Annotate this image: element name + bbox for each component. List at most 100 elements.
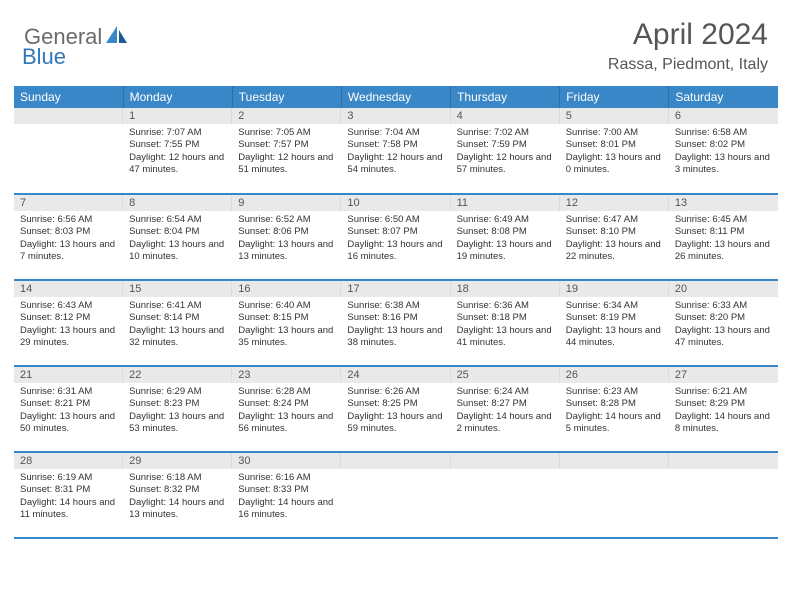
calendar-cell: 20Sunrise: 6:33 AMSunset: 8:20 PMDayligh… xyxy=(669,280,778,366)
day-header: Saturday xyxy=(669,86,778,108)
day-details: Sunrise: 6:38 AMSunset: 8:16 PMDaylight:… xyxy=(341,297,450,353)
day-number: 9 xyxy=(232,195,341,211)
day-header: Wednesday xyxy=(341,86,450,108)
day-number: 8 xyxy=(123,195,232,211)
calendar-cell: 6Sunrise: 6:58 AMSunset: 8:02 PMDaylight… xyxy=(669,108,778,194)
calendar-cell: 23Sunrise: 6:28 AMSunset: 8:24 PMDayligh… xyxy=(232,366,341,452)
day-details: Sunrise: 6:47 AMSunset: 8:10 PMDaylight:… xyxy=(560,211,669,267)
calendar-cell xyxy=(451,452,560,538)
day-details: Sunrise: 6:21 AMSunset: 8:29 PMDaylight:… xyxy=(669,383,778,439)
day-details: Sunrise: 6:18 AMSunset: 8:32 PMDaylight:… xyxy=(123,469,232,525)
calendar-body: 1Sunrise: 7:07 AMSunset: 7:55 PMDaylight… xyxy=(14,108,778,538)
calendar-cell: 19Sunrise: 6:34 AMSunset: 8:19 PMDayligh… xyxy=(560,280,669,366)
day-details: Sunrise: 6:43 AMSunset: 8:12 PMDaylight:… xyxy=(14,297,123,353)
calendar-cell: 24Sunrise: 6:26 AMSunset: 8:25 PMDayligh… xyxy=(341,366,450,452)
calendar-week: 1Sunrise: 7:07 AMSunset: 7:55 PMDaylight… xyxy=(14,108,778,194)
calendar-cell xyxy=(560,452,669,538)
calendar-cell: 27Sunrise: 6:21 AMSunset: 8:29 PMDayligh… xyxy=(669,366,778,452)
day-number xyxy=(14,108,123,124)
day-details xyxy=(341,469,450,519)
day-number: 7 xyxy=(14,195,123,211)
calendar-cell: 4Sunrise: 7:02 AMSunset: 7:59 PMDaylight… xyxy=(451,108,560,194)
day-details: Sunrise: 6:54 AMSunset: 8:04 PMDaylight:… xyxy=(123,211,232,267)
day-number: 20 xyxy=(669,281,778,297)
calendar-head: SundayMondayTuesdayWednesdayThursdayFrid… xyxy=(14,86,778,108)
day-details: Sunrise: 6:31 AMSunset: 8:21 PMDaylight:… xyxy=(14,383,123,439)
calendar-week: 14Sunrise: 6:43 AMSunset: 8:12 PMDayligh… xyxy=(14,280,778,366)
day-number: 6 xyxy=(669,108,778,124)
day-number: 12 xyxy=(560,195,669,211)
day-details: Sunrise: 7:02 AMSunset: 7:59 PMDaylight:… xyxy=(451,124,560,180)
day-number: 22 xyxy=(123,367,232,383)
logo-sub: Blue xyxy=(24,44,66,70)
logo-sail-icon xyxy=(106,26,128,49)
calendar-cell: 17Sunrise: 6:38 AMSunset: 8:16 PMDayligh… xyxy=(341,280,450,366)
title-block: April 2024 Rassa, Piedmont, Italy xyxy=(608,18,768,74)
logo-text-blue: Blue xyxy=(22,44,66,69)
day-header: Thursday xyxy=(451,86,560,108)
day-number: 2 xyxy=(232,108,341,124)
day-header: Sunday xyxy=(14,86,123,108)
calendar-cell: 15Sunrise: 6:41 AMSunset: 8:14 PMDayligh… xyxy=(123,280,232,366)
day-details: Sunrise: 7:00 AMSunset: 8:01 PMDaylight:… xyxy=(560,124,669,180)
day-number xyxy=(341,453,450,469)
calendar-cell: 2Sunrise: 7:05 AMSunset: 7:57 PMDaylight… xyxy=(232,108,341,194)
calendar-cell: 11Sunrise: 6:49 AMSunset: 8:08 PMDayligh… xyxy=(451,194,560,280)
day-details: Sunrise: 7:07 AMSunset: 7:55 PMDaylight:… xyxy=(123,124,232,180)
calendar-cell: 21Sunrise: 6:31 AMSunset: 8:21 PMDayligh… xyxy=(14,366,123,452)
calendar-week: 7Sunrise: 6:56 AMSunset: 8:03 PMDaylight… xyxy=(14,194,778,280)
calendar-cell: 10Sunrise: 6:50 AMSunset: 8:07 PMDayligh… xyxy=(341,194,450,280)
calendar-cell: 9Sunrise: 6:52 AMSunset: 8:06 PMDaylight… xyxy=(232,194,341,280)
day-number: 4 xyxy=(451,108,560,124)
calendar-cell: 26Sunrise: 6:23 AMSunset: 8:28 PMDayligh… xyxy=(560,366,669,452)
day-number: 3 xyxy=(341,108,450,124)
day-number: 25 xyxy=(451,367,560,383)
day-number: 27 xyxy=(669,367,778,383)
calendar-cell: 22Sunrise: 6:29 AMSunset: 8:23 PMDayligh… xyxy=(123,366,232,452)
day-details: Sunrise: 6:49 AMSunset: 8:08 PMDaylight:… xyxy=(451,211,560,267)
calendar-cell xyxy=(341,452,450,538)
calendar-cell: 7Sunrise: 6:56 AMSunset: 8:03 PMDaylight… xyxy=(14,194,123,280)
day-details: Sunrise: 6:24 AMSunset: 8:27 PMDaylight:… xyxy=(451,383,560,439)
day-number: 26 xyxy=(560,367,669,383)
day-details xyxy=(669,469,778,519)
day-number: 30 xyxy=(232,453,341,469)
calendar-cell: 12Sunrise: 6:47 AMSunset: 8:10 PMDayligh… xyxy=(560,194,669,280)
day-number: 17 xyxy=(341,281,450,297)
header: General April 2024 Rassa, Piedmont, Ital… xyxy=(0,0,792,82)
day-details xyxy=(451,469,560,519)
day-details: Sunrise: 7:05 AMSunset: 7:57 PMDaylight:… xyxy=(232,124,341,180)
day-number: 15 xyxy=(123,281,232,297)
month-title: April 2024 xyxy=(608,18,768,52)
day-details: Sunrise: 7:04 AMSunset: 7:58 PMDaylight:… xyxy=(341,124,450,180)
day-details: Sunrise: 6:19 AMSunset: 8:31 PMDaylight:… xyxy=(14,469,123,525)
calendar-cell xyxy=(14,108,123,194)
day-details xyxy=(14,124,123,174)
day-number: 23 xyxy=(232,367,341,383)
day-number: 11 xyxy=(451,195,560,211)
day-number: 18 xyxy=(451,281,560,297)
day-number: 16 xyxy=(232,281,341,297)
day-details: Sunrise: 6:28 AMSunset: 8:24 PMDaylight:… xyxy=(232,383,341,439)
calendar-table: SundayMondayTuesdayWednesdayThursdayFrid… xyxy=(14,86,778,539)
day-details: Sunrise: 6:29 AMSunset: 8:23 PMDaylight:… xyxy=(123,383,232,439)
day-details: Sunrise: 6:40 AMSunset: 8:15 PMDaylight:… xyxy=(232,297,341,353)
calendar-cell: 18Sunrise: 6:36 AMSunset: 8:18 PMDayligh… xyxy=(451,280,560,366)
day-details: Sunrise: 6:58 AMSunset: 8:02 PMDaylight:… xyxy=(669,124,778,180)
calendar-cell: 28Sunrise: 6:19 AMSunset: 8:31 PMDayligh… xyxy=(14,452,123,538)
day-details: Sunrise: 6:34 AMSunset: 8:19 PMDaylight:… xyxy=(560,297,669,353)
calendar-cell: 1Sunrise: 7:07 AMSunset: 7:55 PMDaylight… xyxy=(123,108,232,194)
day-number: 29 xyxy=(123,453,232,469)
day-details: Sunrise: 6:33 AMSunset: 8:20 PMDaylight:… xyxy=(669,297,778,353)
day-number: 14 xyxy=(14,281,123,297)
day-number: 5 xyxy=(560,108,669,124)
day-details: Sunrise: 6:36 AMSunset: 8:18 PMDaylight:… xyxy=(451,297,560,353)
day-number: 28 xyxy=(14,453,123,469)
day-details: Sunrise: 6:41 AMSunset: 8:14 PMDaylight:… xyxy=(123,297,232,353)
day-details: Sunrise: 6:45 AMSunset: 8:11 PMDaylight:… xyxy=(669,211,778,267)
day-header: Friday xyxy=(560,86,669,108)
day-details: Sunrise: 6:52 AMSunset: 8:06 PMDaylight:… xyxy=(232,211,341,267)
day-number xyxy=(560,453,669,469)
calendar-cell: 14Sunrise: 6:43 AMSunset: 8:12 PMDayligh… xyxy=(14,280,123,366)
calendar-cell: 16Sunrise: 6:40 AMSunset: 8:15 PMDayligh… xyxy=(232,280,341,366)
